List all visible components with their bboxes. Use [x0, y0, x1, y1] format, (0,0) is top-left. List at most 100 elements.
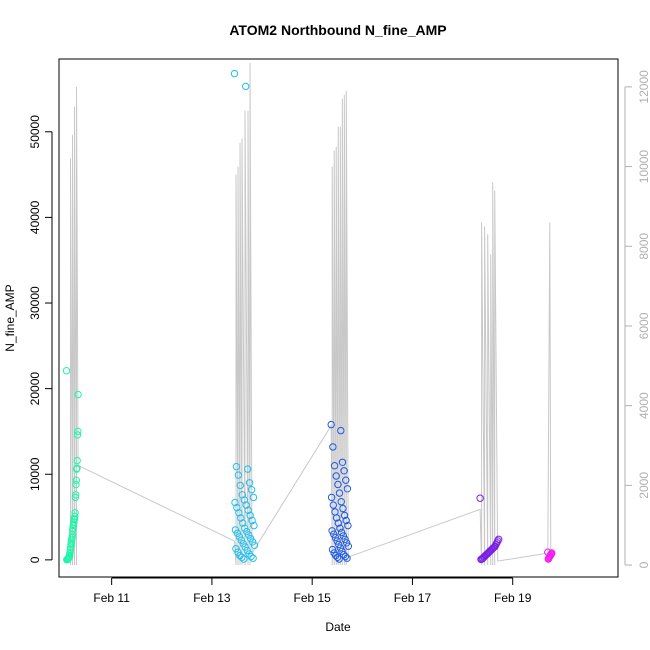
data-point	[343, 554, 351, 562]
data-point	[334, 519, 342, 527]
x-axis-label: Date	[325, 620, 351, 634]
data-point	[343, 485, 352, 493]
data-point	[246, 511, 254, 520]
data-point	[479, 554, 487, 562]
right-tick-label: 12000	[637, 70, 650, 104]
amplitude-line	[70, 62, 552, 566]
data-point	[334, 480, 342, 489]
data-point	[74, 390, 82, 399]
data-point	[238, 553, 246, 561]
data-point	[332, 514, 341, 522]
x-tick-label: Feb 13	[193, 591, 231, 605]
data-point	[336, 544, 345, 552]
data-point	[247, 486, 256, 494]
data-point	[234, 471, 243, 479]
data-point	[335, 489, 344, 497]
left-tick-label: 0	[28, 556, 42, 563]
data-point	[73, 456, 81, 465]
data-point	[245, 531, 253, 539]
x-axis: Feb 11 Feb 13 Feb 15 Feb 17 Feb 19	[93, 577, 532, 605]
data-point	[333, 553, 342, 561]
data-point	[337, 426, 345, 435]
right-tick-label: 6000	[637, 312, 650, 339]
data-point	[247, 552, 255, 561]
x-tick-label: Feb 15	[293, 591, 331, 605]
data-point	[339, 532, 347, 540]
plot-frame	[58, 58, 619, 578]
data-point	[328, 527, 336, 535]
data-point	[237, 514, 245, 522]
data-point	[71, 493, 80, 502]
data-point	[342, 516, 350, 525]
data-point	[340, 467, 348, 475]
data-point	[230, 69, 239, 78]
right-tick-label: 2000	[637, 472, 650, 499]
data-point	[238, 491, 247, 499]
data-point	[342, 539, 351, 547]
x-tick-label: Feb 17	[394, 591, 432, 605]
data-point	[233, 503, 241, 512]
data-point	[332, 472, 340, 480]
data-point	[338, 547, 346, 555]
data-point	[340, 511, 349, 520]
data-point	[335, 555, 343, 563]
data-point	[250, 521, 258, 530]
data-point	[248, 516, 256, 525]
data-point	[249, 554, 257, 562]
right-y-axis: 0 2000 4000 6000 8000 10000 12000	[624, 70, 650, 568]
data-point	[235, 509, 243, 517]
data-point	[333, 537, 341, 545]
left-tick-label: 10000	[28, 457, 42, 491]
data-point	[335, 540, 343, 549]
data-point	[244, 465, 252, 473]
data-point	[63, 556, 71, 564]
data-point	[329, 443, 337, 451]
data-point	[329, 501, 337, 509]
data-point	[344, 542, 352, 550]
data-point	[240, 555, 248, 563]
data-point	[245, 479, 254, 487]
data-point	[327, 420, 335, 429]
right-tick-label: 10000	[637, 150, 650, 184]
data-point	[236, 481, 245, 490]
data-point	[342, 476, 350, 484]
data-point	[73, 431, 82, 439]
data-point	[331, 508, 339, 516]
scatter-points	[62, 69, 556, 564]
data-point	[250, 541, 259, 549]
x-tick-label: Feb 19	[494, 591, 532, 605]
data-point	[544, 555, 552, 563]
data-point	[62, 367, 71, 375]
left-y-axis: 0 10000 20000 30000 40000 50000	[28, 115, 53, 563]
data-point	[242, 501, 250, 509]
right-tick-label: 0	[637, 561, 650, 568]
data-point	[67, 540, 75, 549]
data-point	[327, 493, 336, 502]
data-point	[240, 496, 249, 504]
chart-title: ATOM2 Northbound N_fine_AMP	[229, 22, 446, 38]
data-point	[67, 543, 75, 551]
data-point	[330, 530, 338, 538]
data-point	[74, 427, 82, 436]
left-tick-label: 40000	[28, 200, 42, 234]
left-tick-label: 20000	[28, 372, 42, 406]
left-tick-label: 50000	[28, 115, 42, 149]
data-point	[232, 462, 241, 471]
data-point	[72, 465, 81, 473]
data-point	[242, 82, 250, 91]
data-point	[341, 552, 350, 561]
data-point	[328, 545, 337, 554]
data-point	[72, 491, 80, 499]
data-point	[231, 498, 239, 507]
line-series	[70, 62, 552, 566]
data-point	[336, 524, 344, 532]
right-tick-label: 8000	[637, 233, 650, 260]
data-point	[477, 555, 485, 564]
data-point	[72, 476, 81, 484]
data-point	[330, 462, 339, 470]
data-point	[344, 521, 352, 530]
y-axis-label: N_fine_AMP	[3, 284, 17, 351]
x-tick-label: Feb 11	[93, 591, 130, 605]
data-point	[338, 458, 347, 466]
